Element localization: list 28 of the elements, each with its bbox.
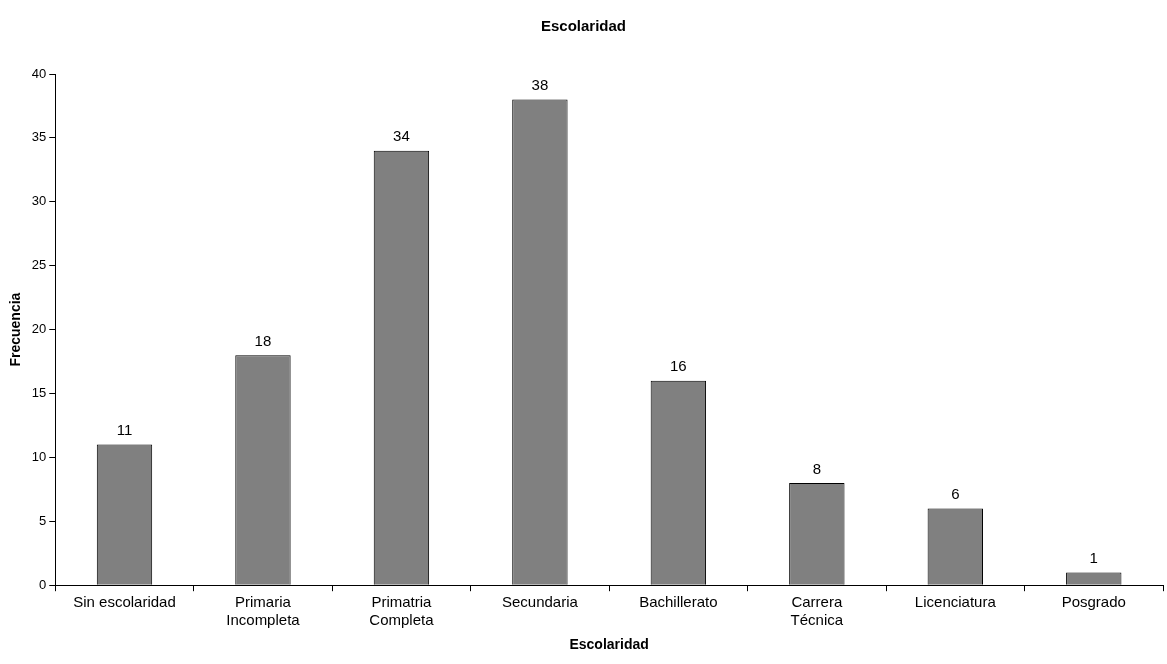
data-label: 18 [254, 331, 272, 349]
x-tick-label: Primaria Incompleta [226, 593, 301, 629]
x-tick-label: Licenciatura [914, 593, 997, 611]
x-tick-label: Primatria Completa [369, 593, 435, 629]
data-label: 34 [393, 127, 410, 145]
x-tick-label: Secundaria [501, 593, 579, 611]
chart-title: Escolaridad [540, 17, 627, 35]
y-axis-title: Frecuencia [7, 292, 24, 367]
x-tick-label: Carrera Técnica [790, 593, 844, 629]
y-tick-label: 30 [31, 193, 47, 209]
x-axis-title: Escolaridad [569, 636, 649, 653]
x-tick-label: Posgrado [1061, 593, 1126, 611]
y-tick-label: 20 [31, 321, 47, 337]
data-label: 16 [670, 357, 687, 375]
x-tick-label: Bachillerato [639, 593, 718, 611]
y-tick-label: 5 [39, 512, 47, 528]
y-tick-label: 10 [31, 448, 47, 464]
data-label: 11 [116, 421, 133, 439]
y-tick-label: 35 [31, 129, 47, 145]
y-tick-label: 15 [31, 385, 47, 401]
x-tick-label: Sin escolaridad [73, 593, 176, 611]
y-tick-label: 40 [31, 65, 47, 81]
y-tick-label: 25 [31, 257, 47, 273]
data-label: 8 [812, 459, 821, 477]
data-label: 6 [951, 485, 960, 503]
data-label: 1 [1089, 549, 1098, 567]
data-label: 38 [531, 76, 549, 94]
y-tick-label: 0 [39, 576, 47, 592]
